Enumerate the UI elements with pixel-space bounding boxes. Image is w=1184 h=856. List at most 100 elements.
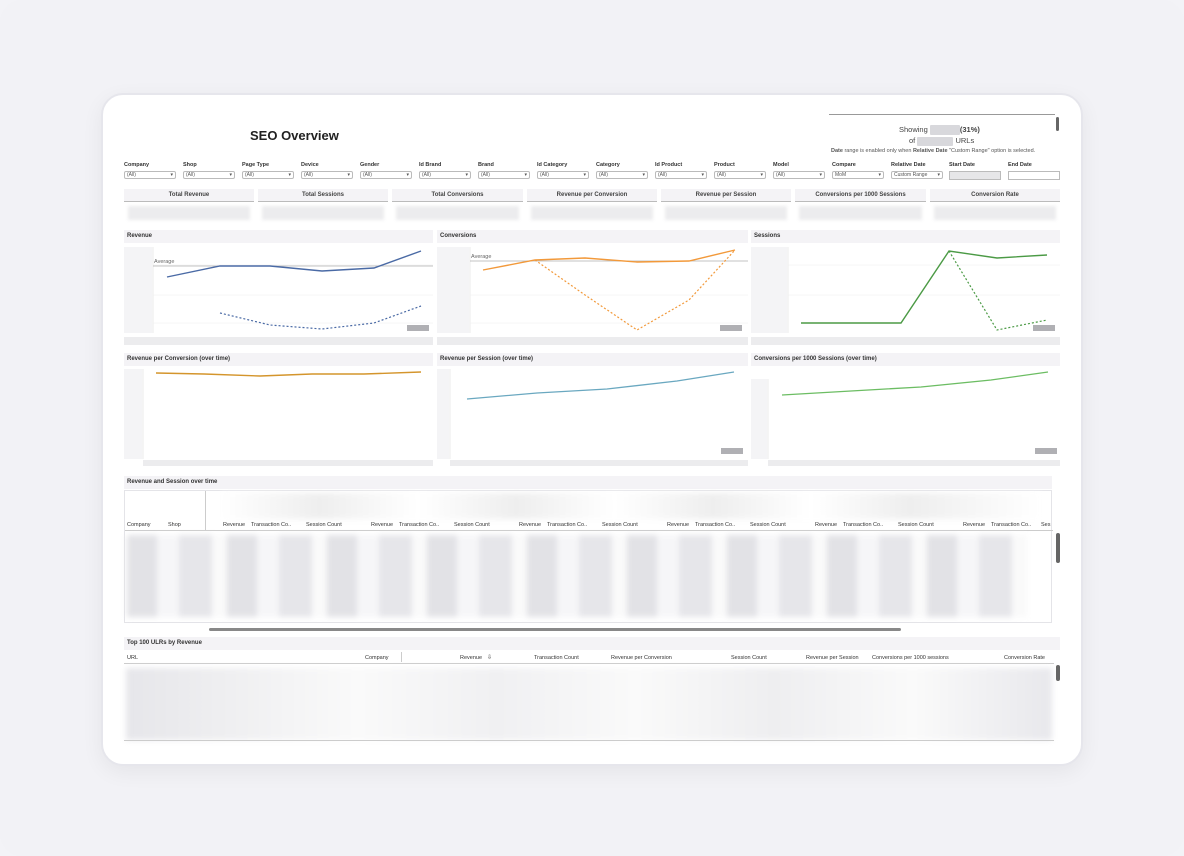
filter-compare[interactable]: Compare MoM ▾	[832, 162, 884, 179]
filter-select[interactable]: (All) ▾	[773, 171, 825, 179]
col-transaction-count[interactable]: Transaction Count	[534, 655, 579, 661]
filter-select[interactable]: MoM ▾	[832, 171, 884, 179]
filter-select[interactable]: (All) ▾	[360, 171, 412, 179]
kpi-value-redacted	[799, 206, 922, 220]
col-revenue-per-conversion[interactable]: Revenue per Conversion	[611, 655, 672, 661]
filter-select[interactable]: (All) ▾	[655, 171, 707, 179]
url-table-body-redacted	[126, 668, 1052, 740]
col-company[interactable]: Company	[365, 655, 389, 661]
filter-product[interactable]: Product (All) ▾	[714, 162, 766, 179]
filter-value: (All)	[186, 172, 195, 178]
col-transaction-count[interactable]: Transaction Co..	[843, 522, 884, 528]
col-revenue[interactable]: Revenue	[371, 522, 394, 528]
kpi-label: Total Revenue	[124, 189, 254, 202]
filter-label: Model	[773, 162, 789, 168]
filter-brand[interactable]: Brand (All) ▾	[478, 162, 530, 179]
filter-label: Page Type	[242, 162, 270, 168]
conversions-chart: Average	[437, 247, 748, 345]
filter-select[interactable]: (All) ▾	[183, 171, 235, 179]
col-transaction-count[interactable]: Transaction Co..	[399, 522, 440, 528]
filter-select[interactable]: (All) ▾	[124, 171, 176, 179]
sort-icon[interactable]: ⇩	[487, 655, 493, 661]
col-revenue[interactable]: Revenue	[667, 522, 690, 528]
col-session-count[interactable]: Session Count	[602, 522, 638, 528]
table2-vertical-scrollbar[interactable]	[1056, 665, 1060, 681]
col-revenue-per-session[interactable]: Revenue per Session	[806, 655, 859, 661]
start-date-input[interactable]	[949, 171, 1001, 180]
revenue-session-table[interactable]: Company Shop Revenue Transaction Co.. Se…	[124, 490, 1053, 623]
dropdown-icon: ▾	[465, 172, 468, 178]
filter-model[interactable]: Model (All) ▾	[773, 162, 825, 179]
revenue-compare-line	[219, 305, 422, 330]
filter-shop[interactable]: Shop (All) ▾	[183, 162, 235, 179]
col-session-count[interactable]: Session Count	[731, 655, 767, 661]
filter-select[interactable]: (All) ▾	[714, 171, 766, 179]
col-url[interactable]: URL	[127, 655, 139, 661]
filter-start-date[interactable]: Start Date	[949, 162, 1001, 180]
filter-category[interactable]: Category (All) ▾	[596, 162, 648, 179]
filter-value: (All)	[304, 172, 313, 178]
filter-select[interactable]: Custom Range ▾	[891, 171, 943, 179]
col-session-count[interactable]: Session Count	[306, 522, 342, 528]
top-urls-table[interactable]: URL Company Revenue ⇩ Transaction Count …	[124, 652, 1054, 744]
filter-page-type[interactable]: Page Type (All) ▾	[242, 162, 294, 179]
col-revenue[interactable]: Revenue	[460, 655, 483, 661]
showing-divider	[829, 114, 1055, 115]
col-session-count[interactable]: Session Count	[750, 522, 786, 528]
rev-per-session-chart	[437, 369, 748, 466]
sessions-chart-title: Sessions	[751, 230, 1060, 243]
note-relative-date: Relative Date	[912, 148, 948, 154]
col-transaction-count[interactable]: Transaction Co..	[547, 522, 588, 528]
col-revenue[interactable]: Revenue	[963, 522, 986, 528]
filter-end-date[interactable]: End Date	[1008, 162, 1060, 180]
filter-select[interactable]: (All) ▾	[301, 171, 353, 179]
sessions-x-axis-blur	[751, 337, 1060, 345]
dropdown-icon: ▾	[642, 172, 645, 178]
col-session-count[interactable]: Session Count	[898, 522, 934, 528]
showing-prefix: Showing	[899, 125, 928, 134]
conv-per-1000-line	[781, 371, 1049, 396]
col-revenue[interactable]: Revenue	[815, 522, 838, 528]
filter-value: (All)	[776, 172, 785, 178]
filter-select[interactable]: (All) ▾	[478, 171, 530, 179]
filter-select[interactable]: (All) ▾	[419, 171, 471, 179]
table1-vertical-scrollbar[interactable]	[1056, 533, 1060, 563]
col-transaction-count[interactable]: Transaction Co..	[991, 522, 1032, 528]
col-revenue[interactable]: Revenue	[223, 522, 246, 528]
filter-id-product[interactable]: Id Product (All) ▾	[655, 162, 707, 179]
filter-label: Relative Date	[891, 162, 926, 168]
col-session-count[interactable]: Session Count	[454, 522, 490, 528]
revenue-average-label: Average	[154, 259, 174, 265]
filter-select[interactable]: (All) ▾	[242, 171, 294, 179]
revenue-line	[166, 250, 422, 278]
filter-value: (All)	[363, 172, 372, 178]
col-shop[interactable]: Shop	[168, 522, 181, 528]
rev-per-session-line	[466, 371, 735, 400]
col-conversion-rate[interactable]: Conversion Rate	[1004, 655, 1045, 661]
filter-select[interactable]: (All) ▾	[596, 171, 648, 179]
conv-per-1000-chart	[751, 371, 1060, 466]
col-conversions-per-1000[interactable]: Conversions per 1000 sessions	[872, 655, 949, 661]
col-session-count-partial[interactable]: Ses	[1041, 522, 1051, 528]
filter-relative-date[interactable]: Relative Date Custom Range ▾	[891, 162, 943, 179]
end-date-input[interactable]	[1008, 171, 1060, 180]
col-transaction-count[interactable]: Transaction Co..	[251, 522, 292, 528]
filter-id-category[interactable]: Id Category (All) ▾	[537, 162, 589, 179]
revenue-chart: Average	[124, 247, 433, 345]
col-revenue[interactable]: Revenue	[519, 522, 542, 528]
revenue-axis-blur	[124, 247, 152, 333]
kpi-label: Total Conversions	[392, 189, 523, 202]
filter-company[interactable]: Company (All) ▾	[124, 162, 176, 179]
table1-horizontal-scrollbar[interactable]	[209, 628, 901, 631]
rev-per-session-unit-badge	[721, 448, 743, 454]
scrollbar-top[interactable]	[1056, 117, 1059, 131]
filter-id-brand[interactable]: Id Brand (All) ▾	[419, 162, 471, 179]
kpi-label: Conversion Rate	[930, 189, 1060, 202]
filter-select[interactable]: (All) ▾	[537, 171, 589, 179]
filter-label: Id Category	[537, 162, 568, 168]
col-transaction-count[interactable]: Transaction Co..	[695, 522, 736, 528]
filter-label: Id Product	[655, 162, 683, 168]
filter-gender[interactable]: Gender (All) ▾	[360, 162, 412, 179]
filter-device[interactable]: Device (All) ▾	[301, 162, 353, 179]
col-company[interactable]: Company	[127, 522, 151, 528]
